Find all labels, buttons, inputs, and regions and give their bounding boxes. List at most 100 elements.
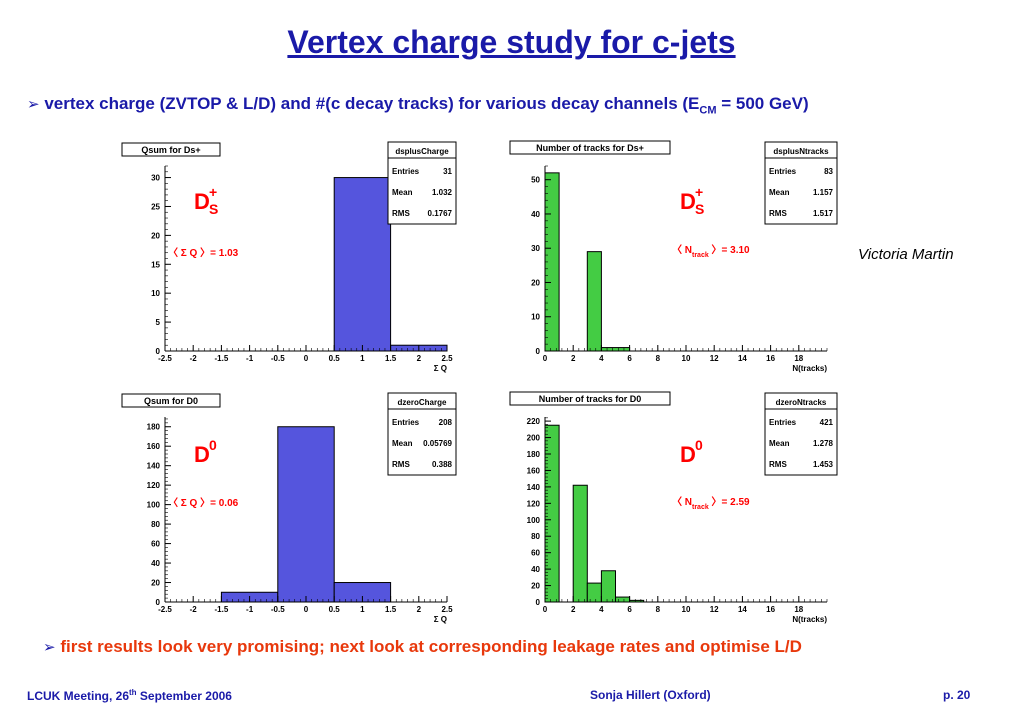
y-tick-label: 40 bbox=[531, 565, 540, 574]
mean-annotation-value: 3.10 bbox=[727, 245, 750, 256]
x-tick-label: 0 bbox=[543, 605, 548, 614]
x-tick-label: -2 bbox=[190, 354, 198, 363]
y-tick-label: 200 bbox=[527, 434, 541, 443]
x-tick-label: -2.5 bbox=[158, 354, 172, 363]
particle-subscript: S bbox=[695, 201, 704, 217]
stats-label: Mean bbox=[392, 439, 413, 448]
y-tick-label: 60 bbox=[531, 549, 540, 558]
stats-label: RMS bbox=[392, 209, 410, 218]
stats-name: dsplusNtracks bbox=[773, 147, 829, 156]
stats-label: Entries bbox=[392, 167, 420, 176]
stats-label: RMS bbox=[769, 460, 787, 469]
x-tick-label: 16 bbox=[766, 354, 775, 363]
footer-meeting-end: September 2006 bbox=[136, 689, 232, 703]
particle-subscript: S bbox=[209, 201, 218, 217]
y-tick-label: 80 bbox=[151, 520, 160, 529]
stats-value: 0.05769 bbox=[423, 439, 452, 448]
x-tick-label: 6 bbox=[627, 605, 632, 614]
x-tick-label: 0.5 bbox=[329, 605, 341, 614]
y-tick-label: 80 bbox=[531, 532, 540, 541]
footer-meeting-sup: th bbox=[129, 688, 137, 697]
hist-title-box bbox=[509, 391, 671, 406]
histogram-bar bbox=[615, 596, 631, 603]
y-tick-label: 15 bbox=[151, 260, 160, 269]
x-tick-label: -0.5 bbox=[271, 354, 285, 363]
conclusion-text: ➢ first results look very promising; nex… bbox=[43, 637, 802, 657]
subtitle-text: vertex charge (ZVTOP & L/D) and #(c deca… bbox=[44, 94, 700, 113]
y-tick-label: 30 bbox=[531, 244, 540, 253]
y-tick-label: 220 bbox=[527, 417, 541, 426]
mean-annotation-sub: track bbox=[692, 504, 709, 511]
x-tick-label: -0.5 bbox=[271, 605, 285, 614]
footer-presenter: Sonja Hillert (Oxford) bbox=[590, 688, 711, 702]
y-tick-label: 10 bbox=[531, 313, 540, 322]
particle-symbol: D bbox=[680, 442, 696, 467]
stats-box bbox=[387, 392, 457, 476]
particle-symbol: D bbox=[680, 189, 696, 214]
mean-annotation: 〈 Σ Q 〉= 1.03 bbox=[168, 246, 239, 259]
mean-annotation-label: 〈 Σ Q 〉= bbox=[168, 246, 216, 259]
x-tick-label: 1 bbox=[360, 605, 365, 614]
slide-subtitle: ➢ vertex charge (ZVTOP & L/D) and #(c de… bbox=[27, 94, 809, 116]
x-tick-label: 4 bbox=[599, 354, 604, 363]
particle-superscript: 0 bbox=[209, 437, 217, 453]
x-tick-label: 18 bbox=[794, 354, 803, 363]
y-tick-label: 100 bbox=[147, 501, 161, 510]
x-tick-label: 1 bbox=[360, 354, 365, 363]
stats-value: 0.388 bbox=[432, 460, 453, 469]
y-tick-label: 140 bbox=[147, 462, 161, 471]
x-tick-label: -1.5 bbox=[215, 354, 229, 363]
x-tick-label: -2.5 bbox=[158, 605, 172, 614]
stats-box bbox=[764, 392, 838, 476]
x-tick-label: 10 bbox=[682, 354, 691, 363]
stats-label: RMS bbox=[769, 209, 787, 218]
hist-title-box bbox=[509, 140, 671, 155]
mean-annotation: 〈 Ntrack 〉= 2.59 bbox=[672, 495, 750, 511]
stats-value: 1.278 bbox=[813, 439, 834, 448]
subtitle-end: = 500 GeV) bbox=[716, 94, 809, 113]
stats-label: Mean bbox=[769, 439, 790, 448]
y-tick-label: 40 bbox=[531, 210, 540, 219]
x-axis-label: Σ Q bbox=[434, 615, 447, 624]
mean-annotation-label: 〈 Σ Q 〉= bbox=[168, 496, 216, 509]
y-tick-label: 160 bbox=[527, 466, 541, 475]
histogram-bar bbox=[277, 426, 335, 603]
y-tick-label: 10 bbox=[151, 289, 160, 298]
particle-symbol: D bbox=[194, 442, 210, 467]
particle-superscript: 0 bbox=[695, 437, 703, 453]
x-tick-label: 12 bbox=[710, 605, 719, 614]
x-tick-label: -1 bbox=[246, 605, 254, 614]
stats-name: dsplusCharge bbox=[395, 147, 449, 156]
x-tick-label: 0 bbox=[304, 605, 309, 614]
stats-value: 31 bbox=[443, 167, 452, 176]
mean-annotation-value: 0.06 bbox=[216, 498, 239, 509]
mean-annotation-end: 〉= bbox=[709, 243, 728, 256]
y-tick-label: 5 bbox=[156, 318, 161, 327]
x-tick-label: 14 bbox=[738, 354, 747, 363]
y-tick-label: 0 bbox=[536, 598, 541, 607]
hist-title: Qsum for D0 bbox=[144, 396, 198, 406]
stats-label: Mean bbox=[769, 188, 790, 197]
y-tick-label: 20 bbox=[151, 579, 160, 588]
y-tick-label: 0 bbox=[156, 347, 161, 356]
x-tick-label: 4 bbox=[599, 605, 604, 614]
particle-superscript: + bbox=[209, 184, 217, 200]
stats-box bbox=[764, 141, 838, 225]
y-tick-label: 40 bbox=[151, 559, 160, 568]
particle-symbol: D bbox=[194, 189, 210, 214]
y-tick-label: 0 bbox=[156, 598, 161, 607]
y-tick-label: 20 bbox=[531, 582, 540, 591]
y-tick-label: 60 bbox=[151, 540, 160, 549]
histogram-bar bbox=[333, 177, 392, 352]
mean-annotation-value: 1.03 bbox=[216, 248, 239, 259]
x-tick-label: 0.5 bbox=[329, 354, 341, 363]
author-name: Victoria Martin bbox=[858, 246, 954, 263]
y-tick-label: 160 bbox=[147, 442, 161, 451]
y-tick-label: 100 bbox=[527, 516, 541, 525]
conclusion-body: first results look very promising; next … bbox=[60, 637, 802, 656]
stats-value: 1.032 bbox=[432, 188, 453, 197]
x-tick-label: 2 bbox=[571, 354, 576, 363]
chart-ntracks-d0: Number of tracks for D00 2 4 6 8 10 12 14 16 1802… bbox=[509, 391, 838, 624]
y-tick-label: 20 bbox=[151, 231, 160, 240]
hist-title-box bbox=[121, 142, 221, 157]
